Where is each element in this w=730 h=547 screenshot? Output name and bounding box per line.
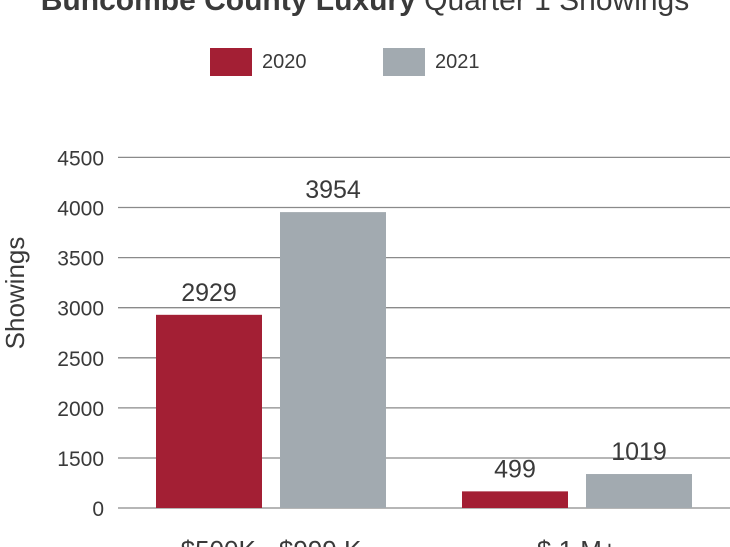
y-axis-ticks: 0 1500 2000 2500 3000 3500 4000 4500	[57, 147, 104, 521]
bar	[586, 474, 692, 508]
bars	[156, 212, 692, 509]
data-label: 499	[494, 455, 536, 483]
y-tick-label: 0	[92, 498, 104, 521]
data-label: 1019	[611, 438, 667, 466]
data-label: 3954	[305, 176, 361, 204]
y-tick-label: 4500	[57, 147, 104, 170]
legend-item-2020: 2020	[210, 47, 307, 77]
legend-label-2020: 2020	[262, 50, 307, 73]
y-tick-label: 3000	[57, 298, 104, 321]
chart-title-light: Quarter 1 Showings	[424, 0, 690, 17]
chart-title-bold: Buncombe County Luxury	[40, 0, 416, 17]
y-tick-label: 2000	[57, 398, 104, 421]
y-axis-label: Showings	[0, 237, 30, 350]
chart-title: Buncombe County Luxury Quarter 1 Showing…	[0, 0, 730, 18]
x-axis-ticks: $500K - $999 K $ 1 M+	[181, 535, 617, 547]
data-label: 2929	[181, 279, 237, 307]
bar	[462, 491, 568, 508]
bar	[280, 212, 386, 509]
legend-swatch-2021	[383, 48, 425, 76]
legend-label-2021: 2021	[435, 50, 480, 73]
y-tick-label: 2500	[57, 348, 104, 371]
legend-item-2021: 2021	[383, 47, 480, 77]
y-tick-label: 1500	[57, 448, 104, 471]
x-tick-label: $500K - $999 K	[181, 535, 362, 547]
legend-swatch-2020	[210, 48, 252, 76]
x-tick-label: $ 1 M+	[537, 535, 617, 547]
data-labels: 2929 3954 499 1019	[181, 176, 667, 483]
bar	[156, 314, 262, 508]
y-tick-label: 3500	[57, 248, 104, 271]
y-tick-label: 4000	[57, 198, 104, 221]
